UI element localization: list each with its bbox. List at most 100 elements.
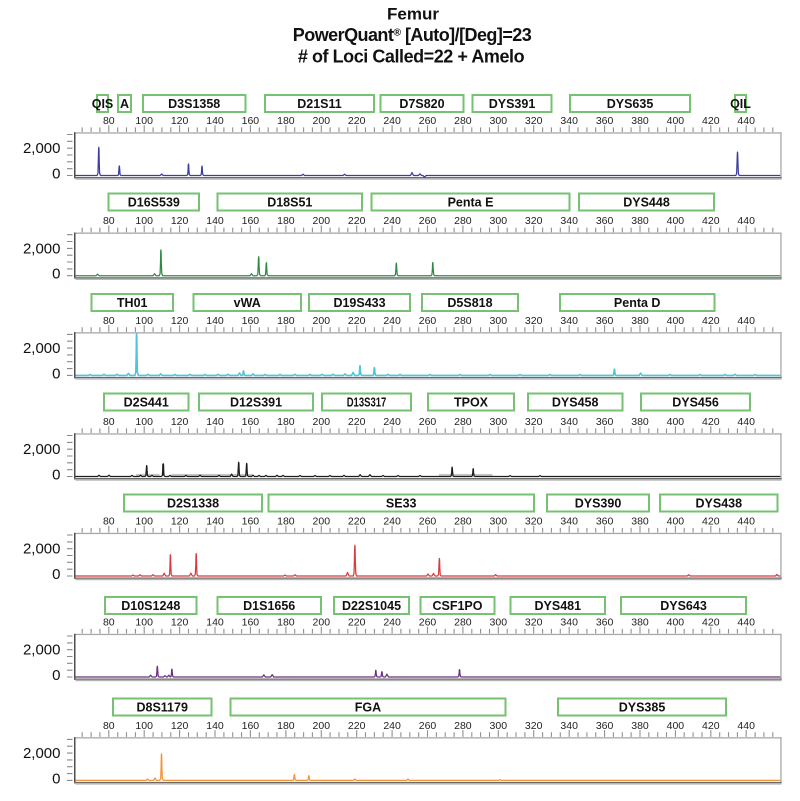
svg-text:100: 100: [135, 616, 153, 628]
svg-text:D7S820: D7S820: [399, 97, 444, 111]
svg-text:440: 440: [737, 416, 755, 428]
svg-text:160: 160: [242, 416, 260, 428]
svg-text:D13S317: D13S317: [347, 396, 387, 410]
svg-text:160: 160: [242, 215, 260, 227]
svg-text:D21S11: D21S11: [297, 97, 342, 111]
svg-text:340: 340: [560, 515, 578, 527]
svg-text:80: 80: [103, 115, 115, 127]
svg-text:440: 440: [737, 115, 755, 127]
svg-text:140: 140: [206, 515, 224, 527]
svg-text:D18S51: D18S51: [267, 196, 312, 210]
svg-text:440: 440: [737, 616, 755, 628]
svg-text:160: 160: [242, 616, 260, 628]
svg-text:140: 140: [206, 115, 224, 127]
svg-text:0: 0: [52, 365, 60, 382]
svg-text:280: 280: [454, 215, 472, 227]
svg-text:440: 440: [737, 215, 755, 227]
svg-text:320: 320: [525, 115, 543, 127]
svg-text:D19S433: D19S433: [333, 296, 385, 310]
svg-text:0: 0: [52, 667, 60, 684]
svg-text:DYS390: DYS390: [575, 497, 622, 511]
svg-text:120: 120: [171, 616, 189, 628]
svg-text:2,000: 2,000: [23, 340, 61, 357]
svg-text:CSF1PO: CSF1PO: [432, 599, 482, 613]
svg-text:D2S1338: D2S1338: [167, 497, 219, 511]
svg-text:80: 80: [103, 720, 115, 732]
svg-text:300: 300: [490, 115, 508, 127]
svg-text:380: 380: [631, 720, 649, 732]
svg-text:220: 220: [348, 515, 366, 527]
svg-text:360: 360: [596, 416, 614, 428]
svg-text:Femur: Femur: [387, 5, 439, 24]
svg-text:QIL: QIL: [730, 97, 751, 111]
svg-text:D16S539: D16S539: [128, 196, 180, 210]
svg-text:320: 320: [525, 616, 543, 628]
svg-text:2,000: 2,000: [23, 745, 61, 762]
svg-text:100: 100: [135, 315, 153, 327]
svg-text:220: 220: [348, 616, 366, 628]
svg-text:400: 400: [667, 515, 685, 527]
svg-text:340: 340: [560, 115, 578, 127]
svg-text:240: 240: [383, 515, 401, 527]
svg-text:0: 0: [52, 266, 60, 283]
svg-text:80: 80: [103, 315, 115, 327]
svg-text:Penta E: Penta E: [448, 196, 494, 210]
svg-text:100: 100: [135, 720, 153, 732]
svg-text:420: 420: [702, 616, 720, 628]
svg-text:180: 180: [277, 515, 295, 527]
svg-text:DYS438: DYS438: [696, 497, 743, 511]
svg-text:240: 240: [383, 720, 401, 732]
svg-text:420: 420: [702, 515, 720, 527]
svg-text:140: 140: [206, 215, 224, 227]
svg-text:200: 200: [313, 315, 331, 327]
svg-text:DYS391: DYS391: [489, 97, 536, 111]
svg-text:340: 340: [560, 315, 578, 327]
svg-text:80: 80: [103, 215, 115, 227]
svg-text:260: 260: [419, 215, 437, 227]
svg-text:360: 360: [596, 515, 614, 527]
svg-text:160: 160: [242, 315, 260, 327]
svg-text:400: 400: [667, 616, 685, 628]
svg-text:300: 300: [490, 315, 508, 327]
svg-text:380: 380: [631, 616, 649, 628]
svg-text:D22S1045: D22S1045: [342, 599, 401, 613]
svg-text:320: 320: [525, 515, 543, 527]
svg-text:160: 160: [242, 115, 260, 127]
svg-text:420: 420: [702, 720, 720, 732]
svg-text:340: 340: [560, 720, 578, 732]
svg-text:180: 180: [277, 416, 295, 428]
svg-text:180: 180: [277, 720, 295, 732]
svg-text:120: 120: [171, 720, 189, 732]
svg-text:380: 380: [631, 115, 649, 127]
svg-text:140: 140: [206, 315, 224, 327]
svg-text:300: 300: [490, 616, 508, 628]
svg-text:380: 380: [631, 215, 649, 227]
svg-text:vWA: vWA: [234, 296, 261, 310]
svg-text:260: 260: [419, 616, 437, 628]
svg-text:140: 140: [206, 416, 224, 428]
svg-text:DYS385: DYS385: [619, 701, 666, 715]
svg-text:420: 420: [702, 115, 720, 127]
svg-text:100: 100: [135, 115, 153, 127]
svg-text:260: 260: [419, 315, 437, 327]
svg-text:360: 360: [596, 315, 614, 327]
svg-text:D2S441: D2S441: [124, 396, 169, 410]
svg-text:2,000: 2,000: [23, 140, 61, 157]
svg-text:240: 240: [383, 115, 401, 127]
svg-text:360: 360: [596, 215, 614, 227]
svg-text:120: 120: [171, 315, 189, 327]
svg-text:D12S391: D12S391: [230, 396, 282, 410]
svg-text:2,000: 2,000: [23, 541, 61, 558]
svg-text:120: 120: [171, 515, 189, 527]
svg-text:240: 240: [383, 315, 401, 327]
svg-text:80: 80: [103, 416, 115, 428]
svg-text:320: 320: [525, 215, 543, 227]
svg-text:220: 220: [348, 115, 366, 127]
svg-text:340: 340: [560, 616, 578, 628]
svg-text:300: 300: [490, 720, 508, 732]
svg-text:300: 300: [490, 416, 508, 428]
svg-text:80: 80: [103, 616, 115, 628]
svg-text:160: 160: [242, 720, 260, 732]
svg-text:340: 340: [560, 215, 578, 227]
svg-text:200: 200: [313, 616, 331, 628]
